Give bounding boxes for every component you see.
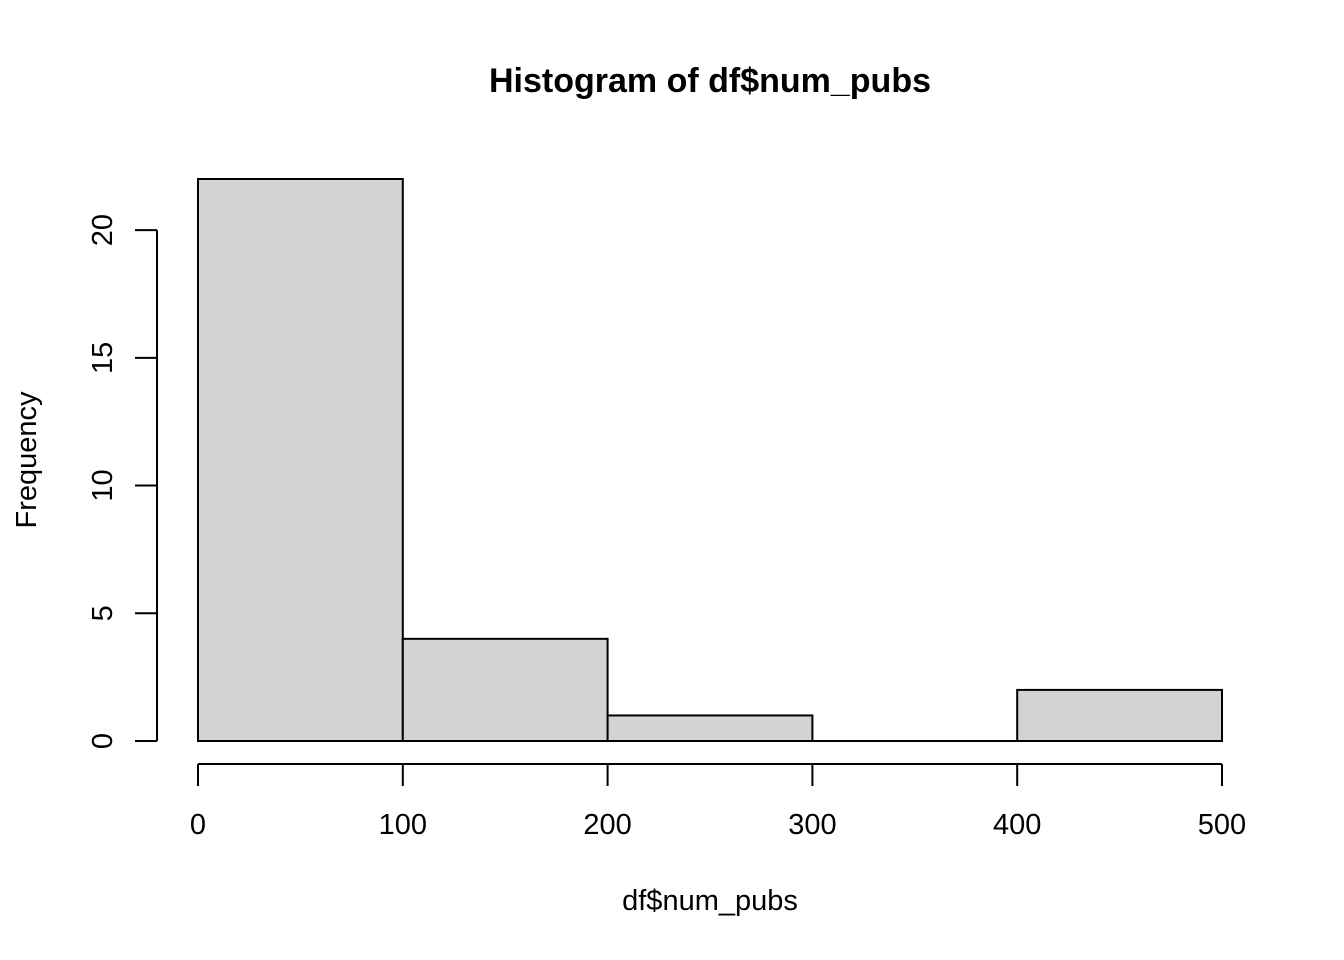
x-tick-label: 0 [190,809,206,841]
histogram-bar-0 [197,178,404,742]
y-tick-label: 0 [87,733,119,749]
y-tick-label: 10 [87,469,119,501]
bars-group [197,178,1224,743]
x-tick-label: 200 [583,809,631,841]
y-axis-ticks: 0 5 10 15 20 [87,214,157,749]
histogram-bar-4 [1016,688,1224,743]
x-tick-label: 500 [1198,809,1246,841]
x-tick-label: 100 [379,809,427,841]
x-tick-label: 300 [788,809,836,841]
y-axis-label: Frequency [11,391,43,529]
chart-title: Histogram of df$num_pubs [489,62,931,100]
y-tick-label: 15 [87,342,119,374]
x-axis-ticks: 0 100 200 300 400 500 [190,764,1246,841]
y-tick-label: 20 [87,214,119,246]
histogram-bar-1 [401,637,609,742]
x-tick-label: 400 [993,809,1041,841]
histogram-bar-2 [606,714,814,742]
x-axis-label: df$num_pubs [622,885,798,917]
y-tick-label: 5 [87,605,119,621]
